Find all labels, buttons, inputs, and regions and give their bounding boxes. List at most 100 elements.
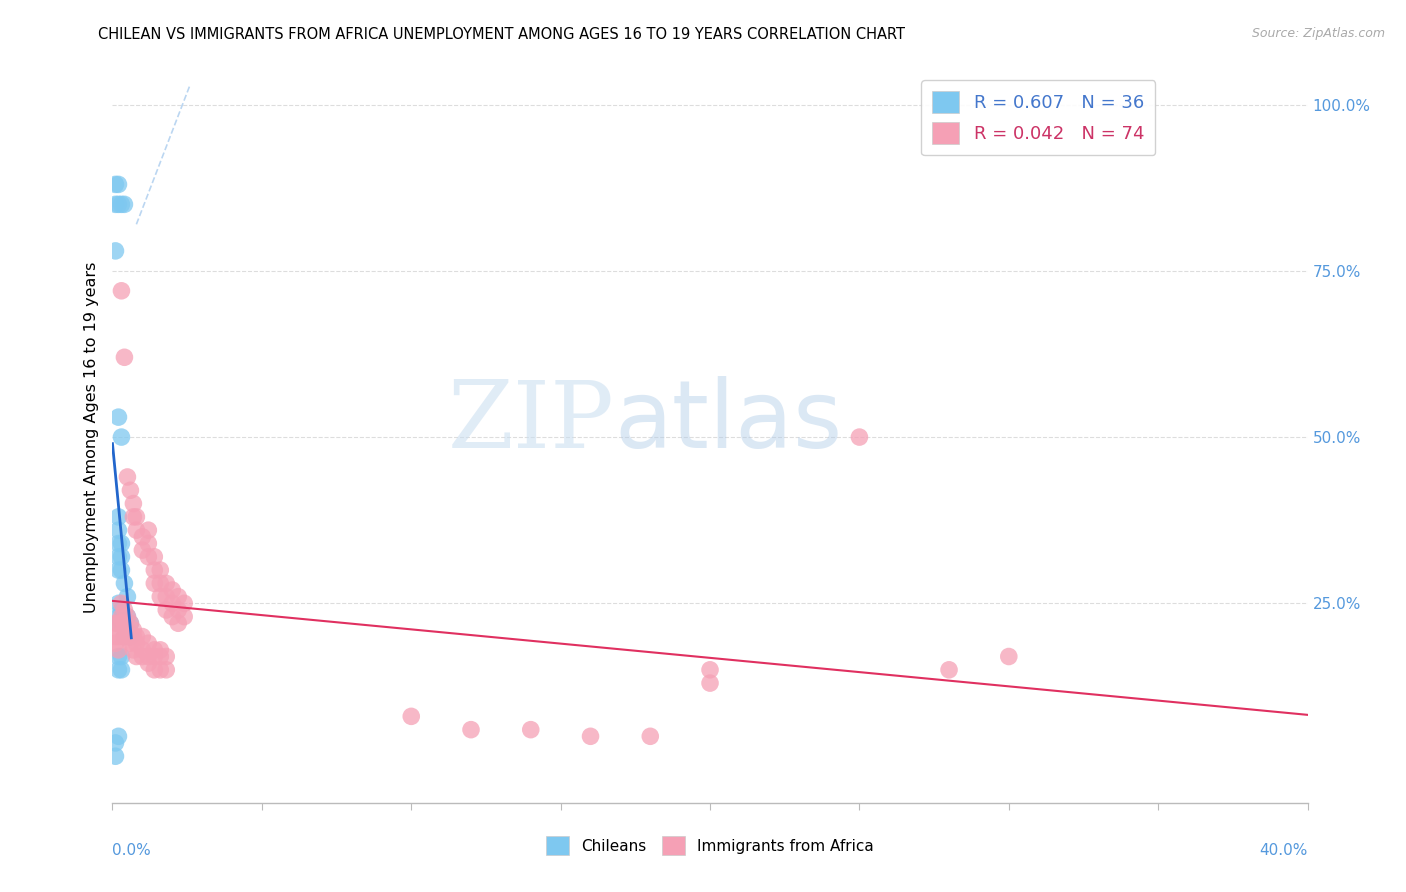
Point: [120, 616, 142, 631]
Point: [579, 729, 602, 743]
Point: [104, 736, 127, 750]
Point: [173, 609, 195, 624]
Point: [155, 649, 177, 664]
Point: [460, 723, 482, 737]
Point: [120, 483, 142, 498]
Point: [149, 663, 172, 677]
Point: [125, 630, 148, 644]
Point: [104, 197, 127, 211]
Point: [110, 284, 132, 298]
Point: [155, 576, 177, 591]
Point: [107, 630, 129, 644]
Point: [155, 603, 177, 617]
Point: [110, 616, 132, 631]
Point: [107, 523, 129, 537]
Text: ZIP: ZIP: [447, 377, 614, 467]
Point: [104, 244, 127, 258]
Point: [125, 523, 148, 537]
Point: [122, 623, 145, 637]
Point: [155, 590, 177, 604]
Point: [107, 663, 129, 677]
Point: [131, 643, 153, 657]
Point: [114, 616, 135, 631]
Point: [117, 623, 139, 637]
Point: [143, 643, 166, 657]
Point: [120, 630, 142, 644]
Legend: Chileans, Immigrants from Africa: Chileans, Immigrants from Africa: [540, 830, 880, 861]
Point: [110, 430, 132, 444]
Point: [120, 616, 142, 631]
Point: [167, 603, 190, 617]
Point: [110, 609, 132, 624]
Point: [110, 616, 132, 631]
Point: [162, 596, 183, 610]
Point: [117, 470, 139, 484]
Point: [938, 663, 960, 677]
Point: [143, 649, 166, 664]
Point: [122, 509, 145, 524]
Point: [114, 197, 135, 211]
Y-axis label: Unemployment Among Ages 16 to 19 years: Unemployment Among Ages 16 to 19 years: [83, 261, 98, 613]
Text: CHILEAN VS IMMIGRANTS FROM AFRICA UNEMPLOYMENT AMONG AGES 16 TO 19 YEARS CORRELA: CHILEAN VS IMMIGRANTS FROM AFRICA UNEMPL…: [98, 27, 905, 42]
Point: [848, 430, 870, 444]
Point: [138, 649, 160, 664]
Text: 40.0%: 40.0%: [1260, 843, 1308, 858]
Point: [401, 709, 423, 723]
Point: [104, 630, 127, 644]
Point: [107, 410, 129, 425]
Text: atlas: atlas: [614, 376, 842, 468]
Point: [122, 643, 145, 657]
Point: [149, 649, 172, 664]
Point: [110, 563, 132, 577]
Point: [117, 609, 139, 624]
Point: [107, 509, 129, 524]
Point: [107, 536, 129, 550]
Point: [155, 663, 177, 677]
Point: [640, 729, 662, 743]
Point: [149, 643, 172, 657]
Point: [104, 749, 127, 764]
Point: [107, 609, 129, 624]
Point: [125, 636, 148, 650]
Point: [117, 623, 139, 637]
Point: [149, 576, 172, 591]
Point: [131, 649, 153, 664]
Text: 0.0%: 0.0%: [112, 843, 152, 858]
Point: [104, 636, 127, 650]
Point: [114, 616, 135, 631]
Point: [117, 590, 139, 604]
Point: [131, 530, 153, 544]
Text: Source: ZipAtlas.com: Source: ZipAtlas.com: [1251, 27, 1385, 40]
Point: [138, 636, 160, 650]
Point: [114, 630, 135, 644]
Point: [143, 576, 166, 591]
Point: [107, 649, 129, 664]
Point: [138, 656, 160, 670]
Point: [114, 603, 135, 617]
Point: [122, 630, 145, 644]
Point: [107, 643, 129, 657]
Point: [110, 596, 132, 610]
Point: [122, 497, 145, 511]
Point: [110, 549, 132, 564]
Point: [520, 723, 543, 737]
Point: [143, 663, 166, 677]
Point: [107, 616, 129, 631]
Point: [138, 536, 160, 550]
Point: [138, 549, 160, 564]
Point: [131, 543, 153, 558]
Point: [110, 197, 132, 211]
Point: [107, 197, 129, 211]
Point: [167, 616, 190, 631]
Point: [143, 563, 166, 577]
Point: [107, 596, 129, 610]
Point: [125, 509, 148, 524]
Point: [699, 676, 721, 690]
Point: [114, 630, 135, 644]
Point: [149, 590, 172, 604]
Point: [125, 649, 148, 664]
Point: [173, 596, 195, 610]
Point: [110, 603, 132, 617]
Point: [104, 178, 127, 192]
Point: [162, 609, 183, 624]
